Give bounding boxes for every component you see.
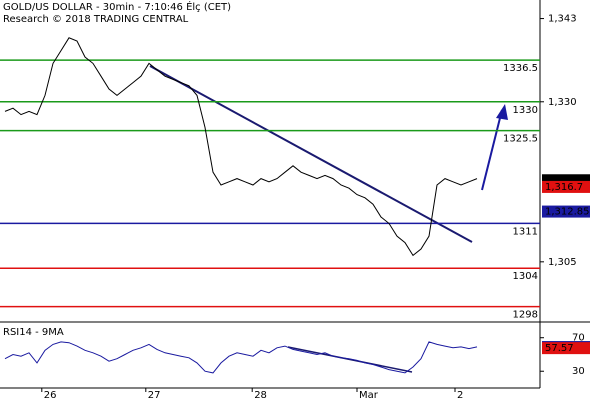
rsi-label: RSI14 - 9MA (3, 327, 64, 338)
level-label: 1304 (513, 271, 538, 282)
price-tag-label: 1,316.7 (545, 182, 583, 193)
rsi-tick-label: 30 (572, 366, 585, 377)
level-label: 1325.5 (503, 134, 538, 145)
chart-subtitle: Research © 2018 TRADING CENTRAL (3, 14, 189, 25)
trend-line (149, 65, 473, 243)
level-label: 1311 (513, 226, 538, 237)
y-tick-label: 1,305 (548, 257, 577, 268)
level-label: 1298 (513, 310, 538, 321)
y-tick-label: 1,343 (548, 14, 577, 25)
arrow-head (496, 104, 508, 120)
chart-title: GOLD/US DOLLAR - 30min - 7:10:46 Élç (CE… (3, 0, 231, 13)
rsi-trend-line (287, 346, 413, 373)
rsi-line (4, 341, 478, 374)
price-tag (542, 180, 590, 193)
y-tick-label: 1,330 (548, 97, 577, 108)
trend-annotations (149, 65, 508, 373)
price-tag-label: 1,317.74 (545, 175, 590, 186)
price-line (4, 37, 478, 257)
x-tick-label: 27 (148, 390, 161, 400)
price-tag-label: 1,312.85 (545, 207, 590, 218)
level-label: 1330 (513, 105, 538, 116)
x-tick-label: Mar (359, 390, 379, 400)
x-tick-label: 2 (457, 390, 463, 400)
x-tick-label: 28 (254, 390, 267, 400)
price-tag (542, 342, 590, 355)
rsi-tick-label: 70 (572, 333, 585, 344)
price-tag (542, 205, 590, 218)
level-label: 1336.5 (503, 63, 538, 74)
x-tick-label: 26 (44, 390, 57, 400)
price-tag-label: 57.57 (545, 343, 574, 354)
